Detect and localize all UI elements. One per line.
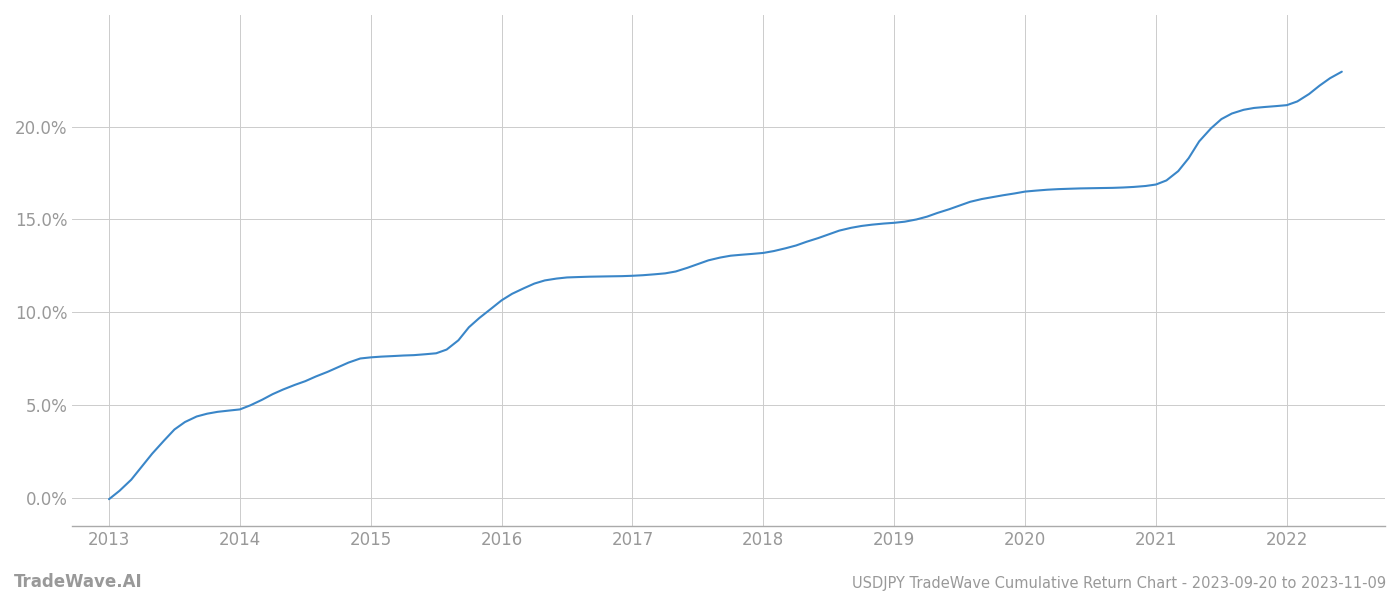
Text: TradeWave.AI: TradeWave.AI (14, 573, 143, 591)
Text: USDJPY TradeWave Cumulative Return Chart - 2023-09-20 to 2023-11-09: USDJPY TradeWave Cumulative Return Chart… (851, 576, 1386, 591)
